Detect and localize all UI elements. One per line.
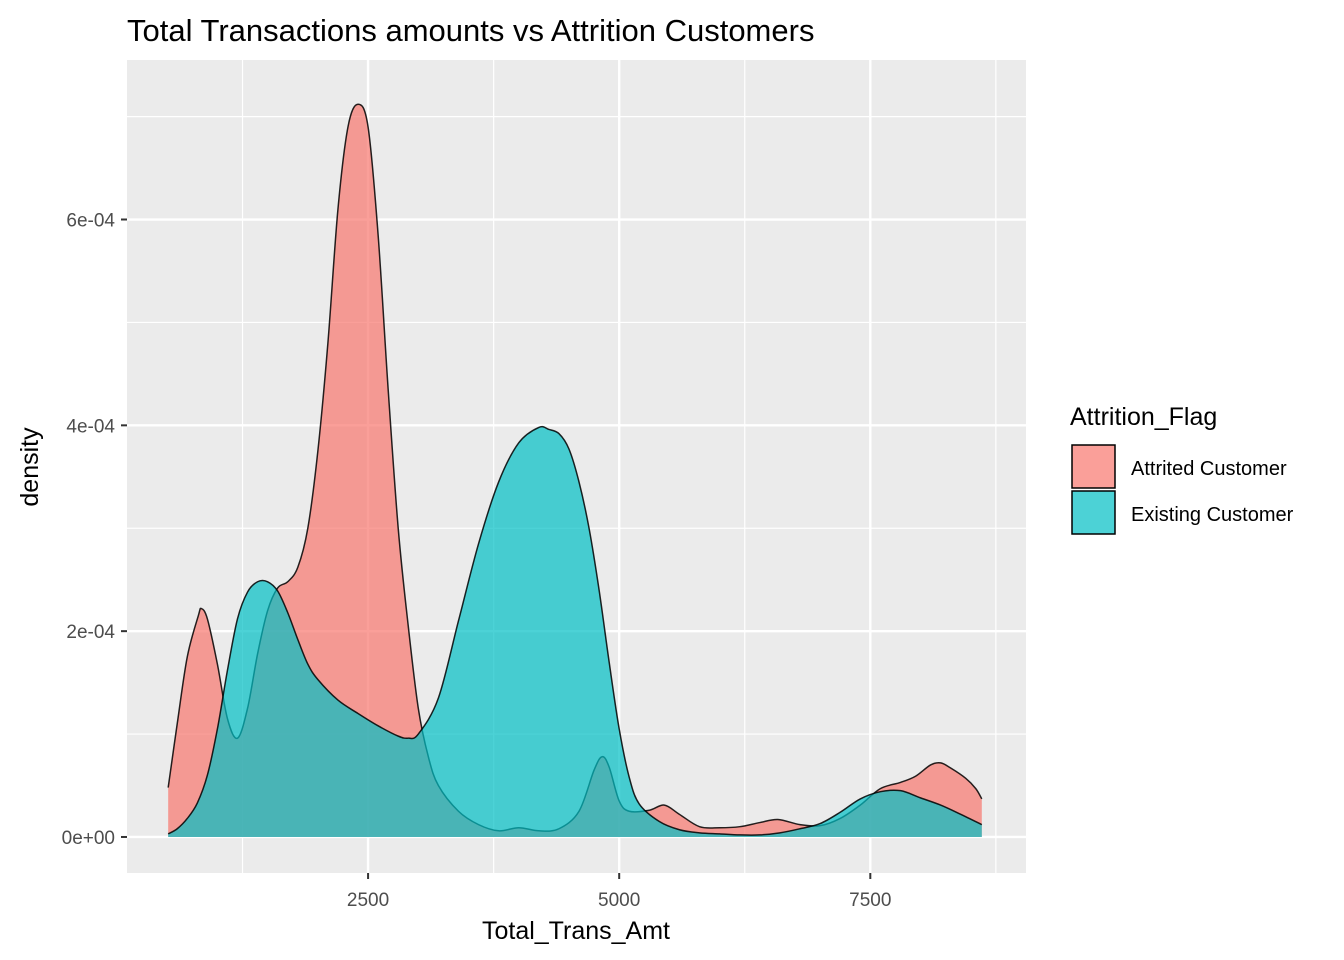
x-tick-label: 5000 [598,890,640,911]
density-outline-existing-customer [167,425,983,836]
legend-label-attrited-customer: Attrited Customer [1131,458,1287,480]
density-area-attrited-customer [168,104,982,837]
y-tick-label: 6e-04 [66,211,115,232]
x-tick-label: 2500 [347,890,389,911]
y-axis-title: density [16,427,44,507]
y-tick-label: 4e-04 [66,416,115,437]
x-axis: 2500 5000 7500 [347,873,891,911]
legend: Attrition_Flag Attrited Customer Existing… [1070,403,1294,535]
legend-title: Attrition_Flag [1070,403,1217,431]
x-axis-title: Total_Trans_Amt [482,917,670,945]
chart-title: Total Transactions amounts vs Attrition … [127,13,814,48]
density-areas [167,103,983,837]
x-tick-label: 7500 [849,890,891,911]
y-tick-label: 0e+00 [62,828,115,849]
legend-key-existing-customer [1071,490,1116,535]
y-tick-label: 2e-04 [66,622,115,643]
legend-label-existing-customer: Existing Customer [1131,504,1294,526]
legend-key-attrited-customer [1071,444,1116,489]
density-area-existing-customer [168,426,982,837]
y-axis: 0e+00 2e-04 4e-04 6e-04 [62,211,127,849]
